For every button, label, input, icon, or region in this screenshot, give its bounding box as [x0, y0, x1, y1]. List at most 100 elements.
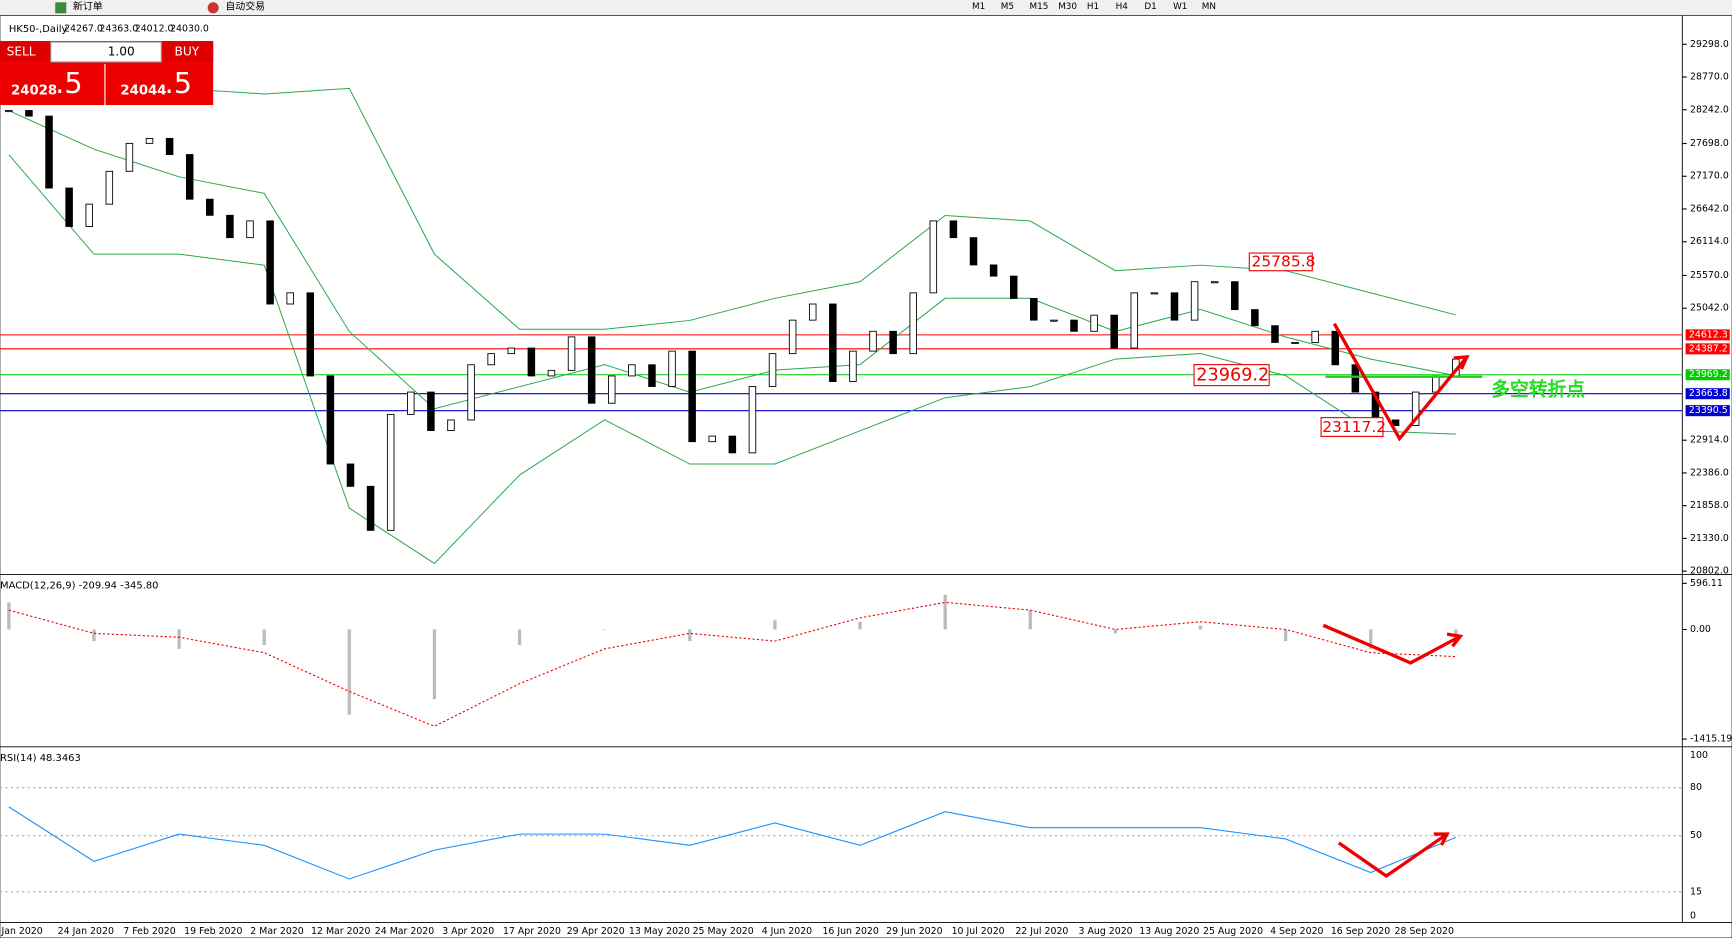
price-tick-label: 29298.0 — [1690, 39, 1729, 50]
sell-button[interactable] — [0, 42, 49, 62]
candle — [889, 330, 897, 355]
bollinger-middle — [8, 110, 1456, 410]
date-label: 29 Jun 2020 — [886, 926, 942, 937]
candle — [1110, 314, 1118, 349]
candle — [206, 198, 214, 216]
timeframe-button[interactable]: M30 — [1058, 2, 1077, 12]
macd-bar — [1369, 629, 1373, 649]
candle — [1190, 281, 1199, 321]
new-order-icon[interactable] — [55, 2, 67, 14]
candle — [668, 350, 676, 387]
macd-bar — [858, 621, 862, 630]
date-label: 29 Apr 2020 — [567, 926, 625, 937]
candle — [547, 369, 556, 377]
date-label: 24 Mar 2020 — [375, 926, 434, 937]
macd-bar — [1113, 629, 1118, 634]
macd-bar — [347, 629, 351, 715]
buy-button[interactable] — [163, 42, 214, 62]
candle — [1170, 292, 1179, 321]
candle — [346, 463, 355, 487]
toolbar — [0, 0, 1732, 16]
new-order-button[interactable]: 新订单 — [73, 0, 103, 13]
candle — [487, 353, 495, 366]
sell-label[interactable]: SELL — [7, 45, 36, 59]
date-label: 25 May 2020 — [693, 926, 754, 937]
candle — [708, 435, 717, 443]
candle — [1150, 292, 1159, 295]
price-tick-label: 25570.0 — [1690, 270, 1729, 281]
arrow-head — [1446, 632, 1464, 648]
volume-field[interactable] — [50, 41, 162, 63]
macd-bar — [92, 629, 96, 642]
annotation-turning-point: 多空转折点 — [1491, 378, 1585, 401]
timeframe-button[interactable]: M1 — [972, 2, 985, 12]
timeframe-button[interactable]: D1 — [1144, 2, 1156, 12]
auto-trading-button[interactable]: 自动交易 — [225, 0, 265, 13]
macd-bar — [1283, 629, 1288, 642]
annotation-box — [1248, 252, 1313, 272]
date-label: 2 Mar 2020 — [250, 926, 304, 937]
candle — [768, 353, 777, 387]
price-tick-label: 22386.0 — [1690, 467, 1729, 478]
sell-price-fraction[interactable]: .5 — [55, 66, 82, 100]
candle — [808, 303, 817, 321]
price-tick-label: 28770.0 — [1690, 72, 1729, 83]
candle — [165, 137, 174, 155]
annotation-box — [1320, 417, 1384, 437]
candle — [1411, 391, 1420, 427]
candle — [748, 386, 757, 454]
candle — [1351, 364, 1360, 393]
rsi-title: RSI(14) 48.3463 — [0, 753, 81, 764]
rsi-tick-label: 15 — [1690, 886, 1702, 897]
macd-bar — [177, 629, 181, 649]
date-label: 10 Jul 2020 — [952, 926, 1005, 937]
candle — [447, 419, 455, 431]
timeframe-button[interactable]: H1 — [1087, 2, 1099, 12]
volume[interactable]: 1.00 — [108, 45, 135, 59]
candle — [65, 187, 73, 227]
auto-trading-icon[interactable] — [207, 2, 219, 14]
price-tick-label: 22914.0 — [1690, 435, 1729, 446]
timeframe-button[interactable]: M15 — [1029, 2, 1048, 12]
rsi-tick-label: 50 — [1690, 830, 1702, 841]
macd-title: MACD(12,26,9) -209.94 -345.80 — [0, 581, 159, 592]
candle — [507, 347, 516, 355]
ohlc-value: 24363.0 — [99, 23, 138, 34]
buy-price-fraction[interactable]: .5 — [165, 66, 192, 100]
rsi-tick-label: 0 — [1690, 910, 1696, 921]
buy-price[interactable]: 24044 — [120, 84, 166, 99]
bollinger-upper — [8, 65, 1456, 330]
timeframe-button[interactable]: MN — [1202, 2, 1216, 12]
date-label: 4 Sep 2020 — [1270, 926, 1323, 937]
candle — [929, 220, 938, 294]
price-label-bg — [1685, 343, 1730, 355]
buy-label[interactable]: BUY — [175, 45, 200, 59]
candle — [1231, 281, 1239, 311]
sell-price[interactable]: 24028 — [11, 84, 57, 99]
candle — [427, 391, 435, 431]
date-label: 22 Jul 2020 — [1015, 926, 1068, 937]
date-label: 3 Apr 2020 — [442, 926, 494, 937]
candle — [728, 435, 737, 454]
ohlc-value: 24267.0 — [64, 23, 103, 34]
candle — [467, 364, 475, 421]
macd-tick-label: -1415.19 — [1690, 734, 1732, 745]
trade-panel: SELL 1.00 BUY 24028 .5 24044 .5 — [0, 40, 214, 106]
arrow-head — [1433, 832, 1450, 846]
price-tick-label: 28242.0 — [1690, 104, 1729, 115]
date-label: 7 Feb 2020 — [123, 926, 175, 937]
candle — [266, 220, 274, 305]
candle — [25, 110, 33, 117]
arrow — [1337, 832, 1448, 879]
timeframe-button[interactable]: H4 — [1116, 2, 1129, 12]
macd-bar — [1028, 610, 1032, 630]
ohlc-value: 24030.0 — [170, 23, 209, 34]
candle — [85, 203, 93, 227]
date-label: 3 Aug 2020 — [1079, 926, 1133, 937]
date-label: 25 Aug 2020 — [1203, 926, 1263, 937]
candle — [185, 154, 194, 200]
timeframe-button[interactable]: W1 — [1173, 2, 1187, 12]
candle — [105, 170, 114, 205]
timeframe-button[interactable]: M5 — [1001, 2, 1014, 12]
